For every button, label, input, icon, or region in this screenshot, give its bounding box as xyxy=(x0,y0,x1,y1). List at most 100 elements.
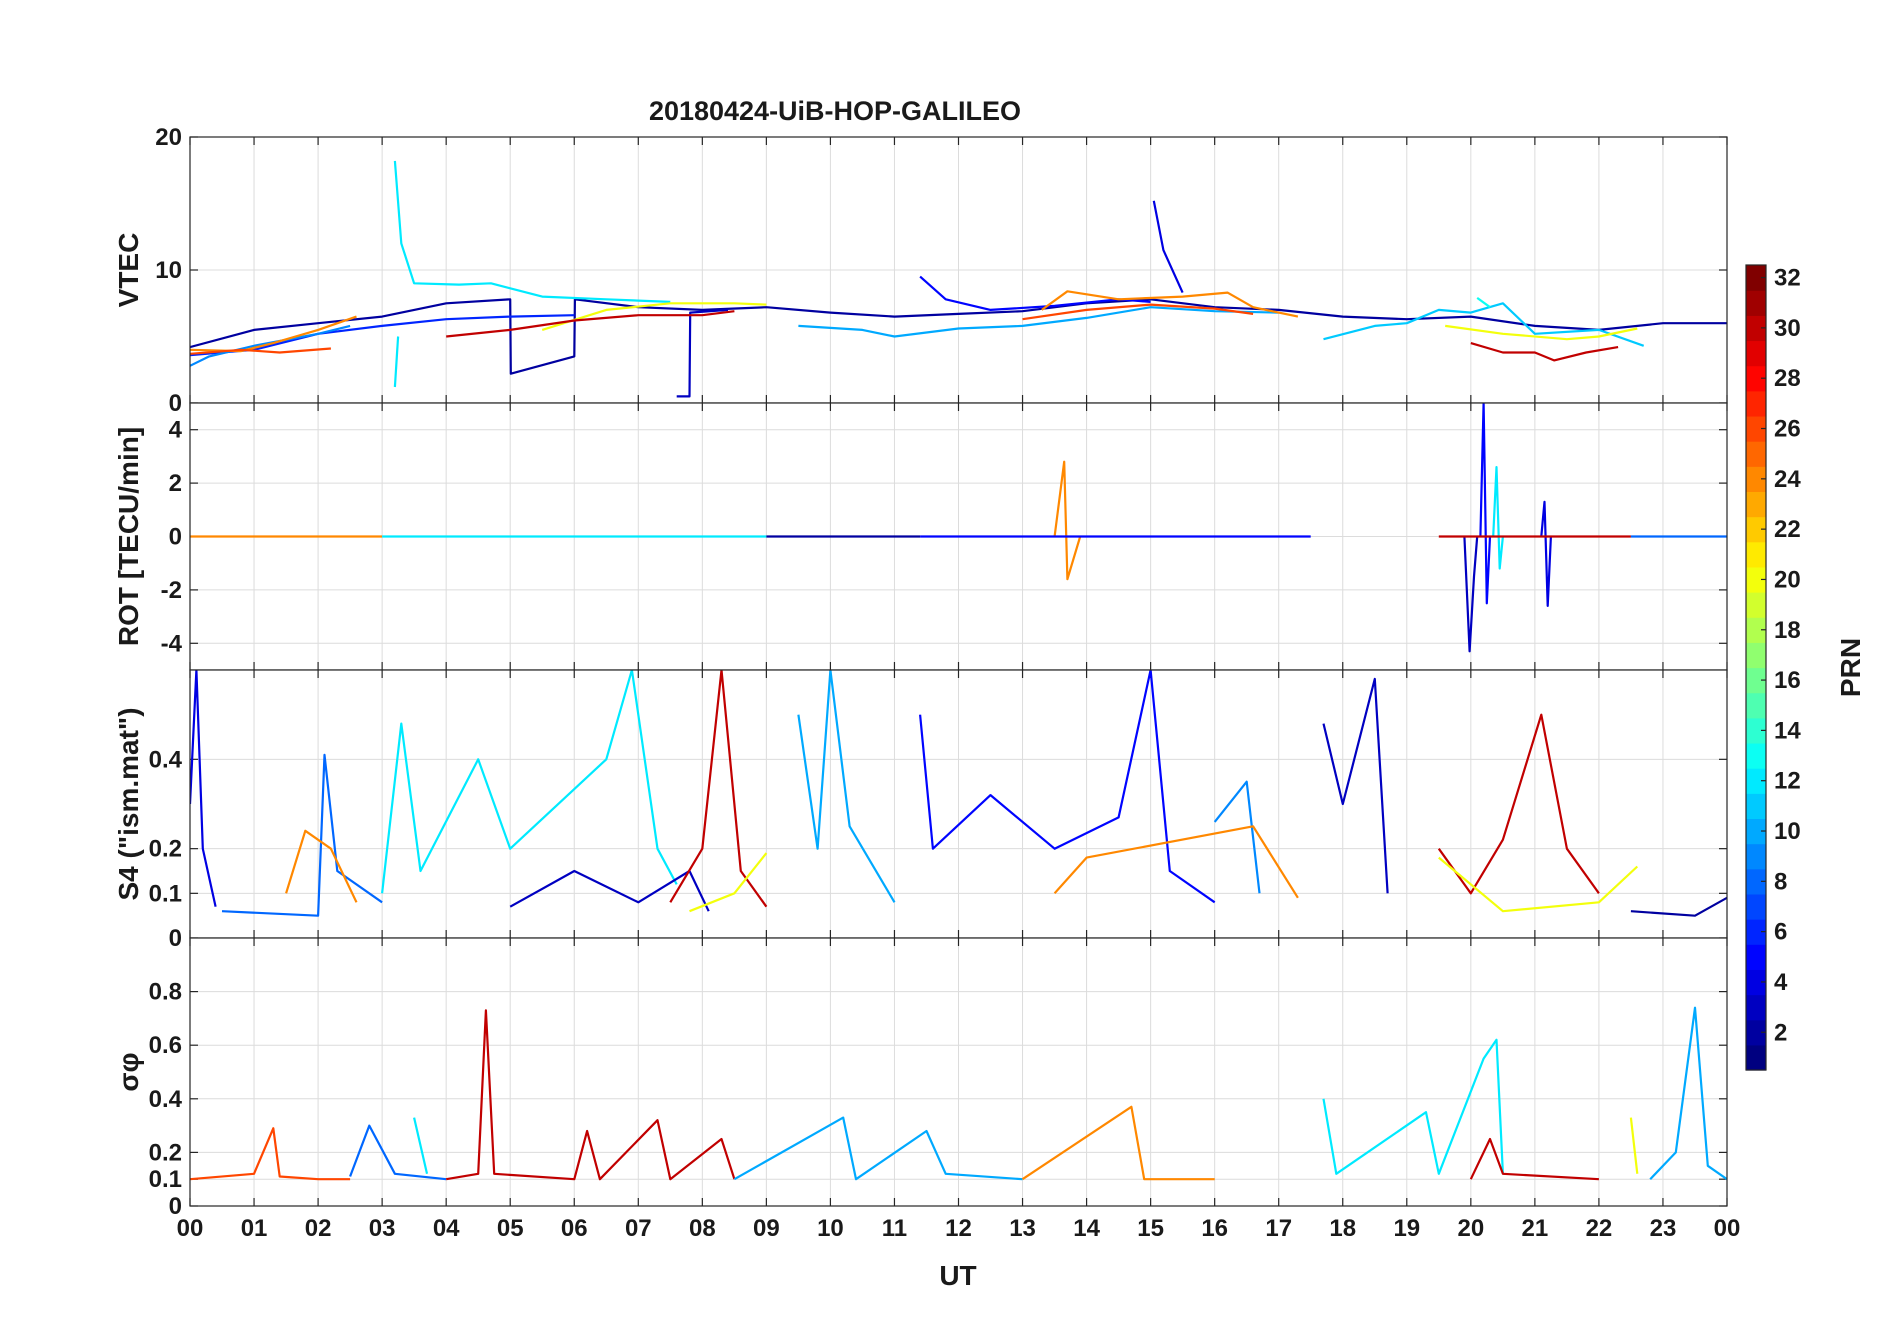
series-line-prn-4 xyxy=(190,670,217,907)
series-line-prn-4 xyxy=(1540,500,1552,607)
x-tick-label: 05 xyxy=(497,1215,524,1242)
series-line-prn-30 xyxy=(669,670,768,908)
series-line-prn-9 xyxy=(190,324,351,367)
series-line-prn-11 xyxy=(1323,302,1645,347)
colorbar-segment xyxy=(1746,692,1766,719)
series-line-prn-3 xyxy=(1463,536,1479,653)
colorbar-segment xyxy=(1746,441,1766,467)
colorbar-segment xyxy=(1746,1019,1766,1046)
series-line-prn-20 xyxy=(689,852,768,913)
colorbar-tick-label: 20 xyxy=(1774,566,1801,593)
series-line-prn-10 xyxy=(733,1116,1023,1181)
y-tick-label: 0.4 xyxy=(149,746,183,773)
y-tick-label: 0.4 xyxy=(149,1086,183,1113)
x-tick-label: 01 xyxy=(241,1215,268,1242)
series-line-prn-13 xyxy=(1476,297,1491,309)
y-tick-label: 0 xyxy=(169,524,182,551)
colorbar-tick-label: 30 xyxy=(1774,315,1801,342)
colorbar-tick-label: 14 xyxy=(1774,717,1801,744)
x-tick-label: 07 xyxy=(625,1215,652,1242)
y-tick-label: -4 xyxy=(161,630,183,657)
x-tick-label: 02 xyxy=(305,1215,332,1242)
panel-sigma_phi: 00.10.2 0.4 0.6 0.8 σφ xyxy=(113,937,1728,1220)
y-tick-label: 0.2 xyxy=(149,836,182,863)
colorbar-segment xyxy=(1746,466,1766,493)
series-group xyxy=(190,1006,1727,1181)
colorbar-segment xyxy=(1746,818,1766,845)
colorbar-label: PRN xyxy=(1835,638,1866,697)
y-tick-label: 0.8 xyxy=(149,979,182,1006)
x-tick-label: 12 xyxy=(945,1215,972,1242)
colorbar-tick-label: 10 xyxy=(1774,818,1801,845)
y-tick-label: 0.1 xyxy=(149,1166,182,1193)
colorbar-segment xyxy=(1746,491,1766,518)
x-tick-label: 20 xyxy=(1457,1215,1484,1242)
colorbar-segment xyxy=(1746,919,1766,945)
colorbar-segment xyxy=(1746,944,1766,970)
colorbar-segment xyxy=(1746,868,1766,895)
colorbar-segment xyxy=(1746,265,1766,291)
colorbar-segment xyxy=(1746,566,1766,593)
colorbar-segment xyxy=(1746,768,1766,794)
x-tick-label: 21 xyxy=(1522,1215,1549,1242)
series-line-prn-24 xyxy=(1053,460,1082,581)
colorbar-tick-label: 18 xyxy=(1774,617,1801,644)
series-line-prn-12 xyxy=(393,336,400,388)
axes-frame xyxy=(189,937,1728,1207)
colorbar-tick-label: 24 xyxy=(1774,466,1801,493)
series-line-prn-26 xyxy=(190,347,331,355)
series-line-prn-12 xyxy=(393,160,671,303)
y-tick-label: 10 xyxy=(155,257,182,284)
colorbar-tick-label: 26 xyxy=(1774,416,1801,443)
colorbar-segment xyxy=(1746,516,1766,543)
y-tick-label: 20 xyxy=(155,124,182,151)
series-line-prn-12 xyxy=(1492,466,1504,570)
x-axis: 00 01 02 03 04 05 06 07 08 09 10 11 12 13 14 15 16 17 18 19… xyxy=(177,1215,1741,1242)
colorbar-segment xyxy=(1746,742,1766,769)
x-tick-label: 23 xyxy=(1650,1215,1677,1242)
series-line-prn-26 xyxy=(190,1127,351,1181)
colorbar-segment xyxy=(1746,415,1766,442)
series-line-prn-2 xyxy=(190,298,1727,375)
y-tick-label: 0.1 xyxy=(149,880,182,907)
x-tick-label: 08 xyxy=(689,1215,716,1242)
y-axis-label: VTEC xyxy=(113,233,144,308)
series-group xyxy=(190,670,1727,917)
colorbar-segment xyxy=(1746,290,1766,316)
series-line-prn-8 xyxy=(349,1124,447,1181)
series-line-prn-10 xyxy=(798,306,1279,338)
series-line-prn-4 xyxy=(1152,200,1184,294)
x-tick-label: 11 xyxy=(882,1215,907,1242)
series-line-prn-20 xyxy=(1445,324,1638,341)
series-line-prn-12 xyxy=(1322,1038,1504,1175)
series-line-prn-10 xyxy=(1649,1006,1727,1181)
series-group xyxy=(190,403,1727,653)
colorbar-segment xyxy=(1746,717,1766,744)
colorbar-frame xyxy=(1745,264,1767,1071)
x-axis-label: UT xyxy=(939,1260,976,1291)
y-tick-label: 2 xyxy=(169,470,182,497)
panel-vtec: 0 10 20 VTEC xyxy=(113,124,1728,417)
colorbar-tick-label: 22 xyxy=(1774,516,1801,543)
colorbar-segment xyxy=(1746,365,1766,392)
series-line-prn-2 xyxy=(1630,896,1727,917)
x-tick-label: 06 xyxy=(561,1215,588,1242)
colorbar-tick-label: 8 xyxy=(1774,868,1787,895)
y-tick-label: 4 xyxy=(169,417,183,444)
y-tick-label: 0 xyxy=(169,390,182,417)
colorbar-segment xyxy=(1746,340,1766,367)
colorbar-segment xyxy=(1746,969,1766,996)
x-tick-label: 03 xyxy=(369,1215,396,1242)
colorbar-segment xyxy=(1746,592,1766,618)
chart-title: 20180424-UiB-HOP-GALILEO xyxy=(649,96,1021,126)
colorbar-segment xyxy=(1746,315,1766,342)
colorbar-segment xyxy=(1746,541,1766,568)
x-tick-label: 14 xyxy=(1073,1215,1100,1242)
colorbar-tick-label: 2 xyxy=(1774,1019,1787,1046)
x-tick-label: 10 xyxy=(817,1215,844,1242)
colorbar-segment xyxy=(1746,390,1766,417)
panel-rot: -4 -2 0 2 4 ROT [TECU/min] xyxy=(113,402,1728,671)
series-line-prn-5 xyxy=(919,670,1216,904)
colorbar-tick-label: 32 xyxy=(1774,265,1801,292)
